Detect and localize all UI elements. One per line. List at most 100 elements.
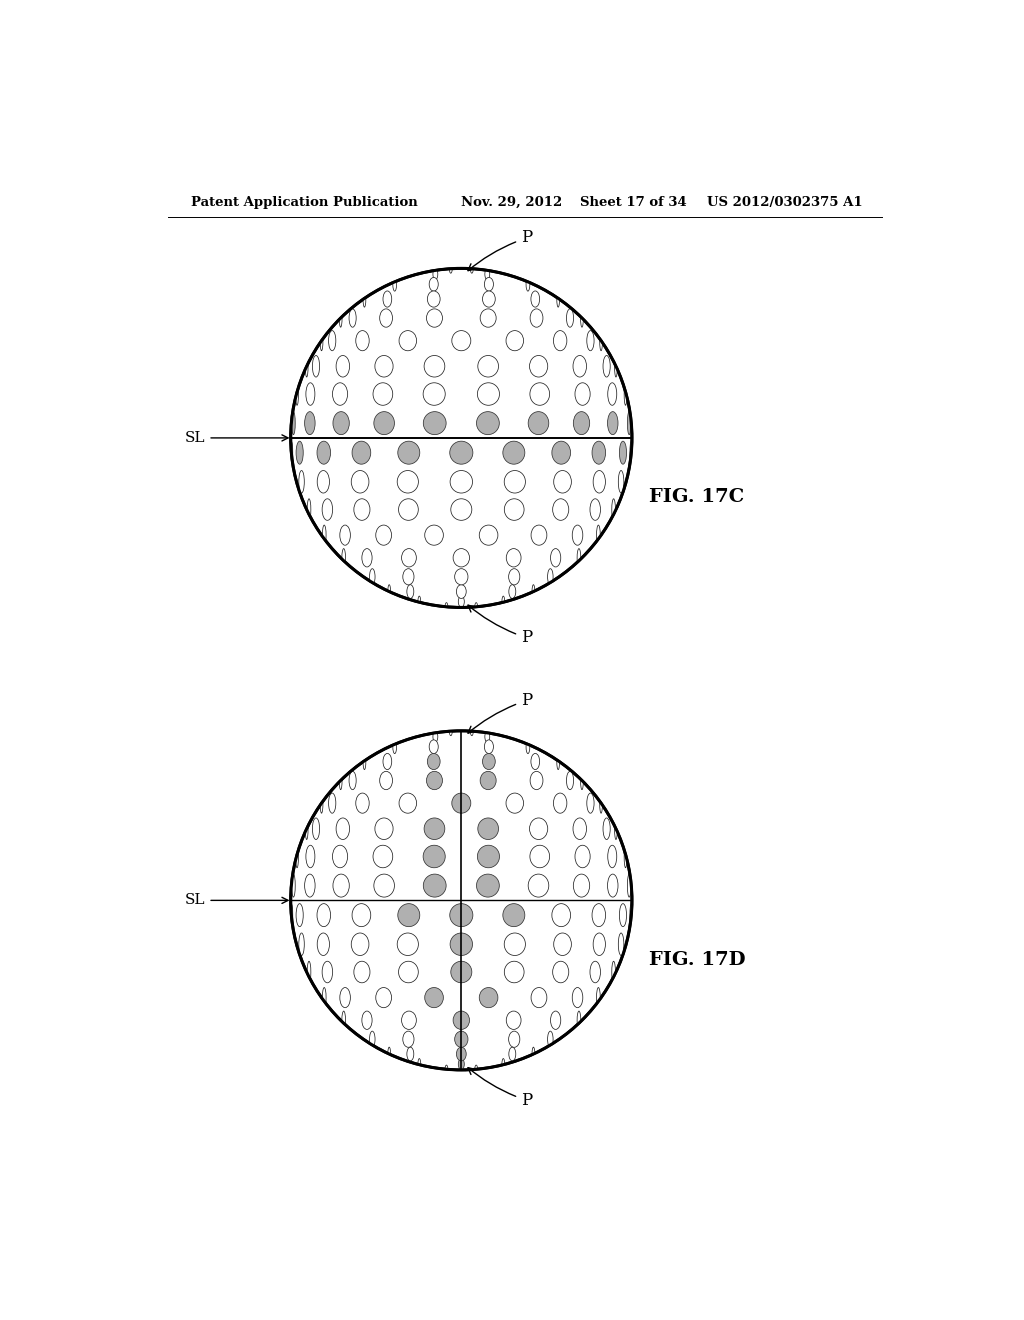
Ellipse shape <box>340 525 350 545</box>
Ellipse shape <box>453 1011 470 1030</box>
Ellipse shape <box>479 987 498 1007</box>
Ellipse shape <box>455 1031 468 1047</box>
Ellipse shape <box>478 818 499 840</box>
Ellipse shape <box>383 290 392 308</box>
Ellipse shape <box>587 793 594 813</box>
Ellipse shape <box>423 845 445 867</box>
Ellipse shape <box>607 412 618 434</box>
Ellipse shape <box>407 585 414 598</box>
Ellipse shape <box>445 1065 447 1073</box>
Ellipse shape <box>573 412 590 434</box>
Ellipse shape <box>505 961 524 983</box>
Ellipse shape <box>399 330 417 351</box>
Ellipse shape <box>317 470 330 494</box>
Ellipse shape <box>305 355 308 378</box>
Circle shape <box>291 731 632 1071</box>
Ellipse shape <box>614 818 617 840</box>
Ellipse shape <box>592 904 605 927</box>
Circle shape <box>291 268 632 607</box>
Ellipse shape <box>305 818 308 840</box>
Ellipse shape <box>388 585 390 598</box>
Ellipse shape <box>304 412 315 434</box>
Ellipse shape <box>479 525 498 545</box>
Ellipse shape <box>618 470 624 494</box>
Ellipse shape <box>504 933 525 956</box>
Ellipse shape <box>321 330 323 351</box>
Ellipse shape <box>355 793 370 813</box>
Ellipse shape <box>453 549 470 568</box>
Ellipse shape <box>503 904 525 927</box>
Ellipse shape <box>506 1011 521 1030</box>
Ellipse shape <box>526 741 529 754</box>
Ellipse shape <box>374 412 394 434</box>
Text: P: P <box>468 692 532 733</box>
Ellipse shape <box>450 904 473 927</box>
Ellipse shape <box>530 754 540 770</box>
Ellipse shape <box>529 383 550 405</box>
Ellipse shape <box>426 309 442 327</box>
Ellipse shape <box>459 597 464 607</box>
Ellipse shape <box>397 470 419 494</box>
Ellipse shape <box>388 1047 390 1061</box>
Ellipse shape <box>530 290 540 308</box>
Ellipse shape <box>296 383 298 405</box>
Ellipse shape <box>317 904 331 927</box>
Ellipse shape <box>484 268 489 280</box>
Ellipse shape <box>476 412 500 434</box>
Ellipse shape <box>445 603 447 611</box>
Ellipse shape <box>597 987 600 1007</box>
Ellipse shape <box>426 771 442 789</box>
Ellipse shape <box>572 987 583 1007</box>
Ellipse shape <box>572 525 583 545</box>
Ellipse shape <box>590 961 600 983</box>
Ellipse shape <box>526 277 529 292</box>
Ellipse shape <box>423 383 445 405</box>
Ellipse shape <box>578 1011 581 1030</box>
Text: Sheet 17 of 34: Sheet 17 of 34 <box>581 195 687 209</box>
Ellipse shape <box>355 330 370 351</box>
Ellipse shape <box>552 441 570 465</box>
Ellipse shape <box>292 412 295 434</box>
Ellipse shape <box>532 1047 535 1061</box>
Ellipse shape <box>374 874 394 898</box>
Ellipse shape <box>620 441 627 465</box>
Ellipse shape <box>551 1011 561 1030</box>
Ellipse shape <box>553 961 568 983</box>
Ellipse shape <box>484 741 494 754</box>
Ellipse shape <box>296 845 298 867</box>
Text: FIG. 17C: FIG. 17C <box>649 488 744 507</box>
Ellipse shape <box>399 793 417 813</box>
Ellipse shape <box>312 818 319 840</box>
Ellipse shape <box>427 290 440 308</box>
Ellipse shape <box>349 771 356 789</box>
Ellipse shape <box>531 525 547 545</box>
Ellipse shape <box>551 549 561 568</box>
Ellipse shape <box>424 355 444 378</box>
Ellipse shape <box>427 754 440 770</box>
Ellipse shape <box>323 525 326 545</box>
Ellipse shape <box>503 441 525 465</box>
Ellipse shape <box>336 355 349 378</box>
Ellipse shape <box>530 771 543 789</box>
Ellipse shape <box>450 727 453 735</box>
Ellipse shape <box>452 330 471 351</box>
Ellipse shape <box>529 818 548 840</box>
Ellipse shape <box>475 603 477 611</box>
Ellipse shape <box>482 290 496 308</box>
Ellipse shape <box>296 904 303 927</box>
Ellipse shape <box>532 585 535 598</box>
Ellipse shape <box>478 355 499 378</box>
Ellipse shape <box>306 383 315 405</box>
Ellipse shape <box>614 355 617 378</box>
Ellipse shape <box>336 818 349 840</box>
Ellipse shape <box>364 290 366 308</box>
Ellipse shape <box>373 383 393 405</box>
Text: FIG. 17D: FIG. 17D <box>649 950 745 969</box>
Ellipse shape <box>587 330 594 351</box>
Ellipse shape <box>342 549 345 568</box>
Ellipse shape <box>450 441 473 465</box>
Ellipse shape <box>581 771 584 789</box>
Ellipse shape <box>375 355 393 378</box>
Ellipse shape <box>375 818 393 840</box>
Ellipse shape <box>548 569 553 585</box>
